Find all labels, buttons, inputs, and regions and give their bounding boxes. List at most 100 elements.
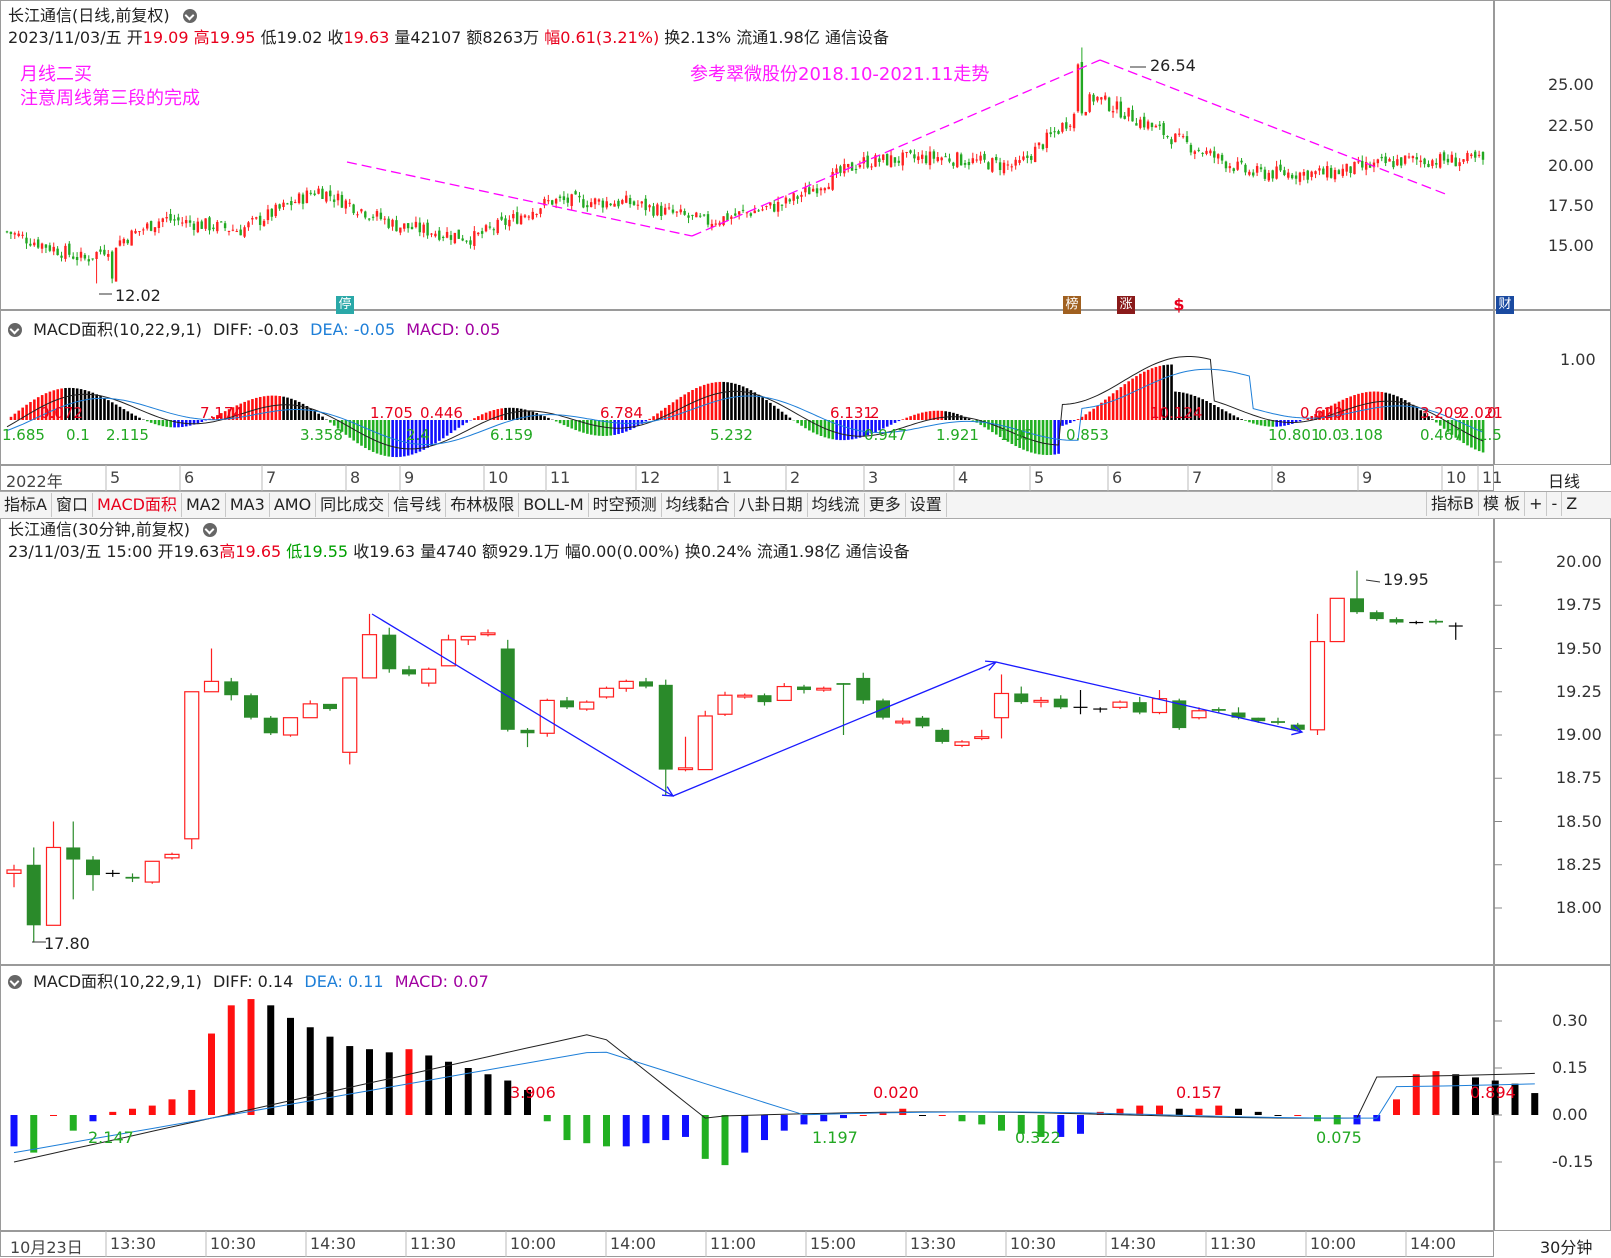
daily-candle-body (956, 152, 958, 167)
intraday-macd-bar (149, 1106, 156, 1115)
intraday-macd-bar (643, 1115, 650, 1143)
intraday-candle-body (1054, 699, 1068, 708)
daily-candle-body (1143, 117, 1145, 128)
toolbar-item[interactable]: 设置 (906, 493, 947, 517)
intraday-macd-bar (1294, 1115, 1301, 1116)
daily-macd-bar (987, 420, 990, 430)
toolbar-right-item[interactable]: 指标B (1426, 492, 1478, 516)
daily-candle-body (49, 245, 51, 251)
daily-candle-body (95, 252, 97, 259)
daily-candle-body (1443, 152, 1445, 160)
daily-macd-bar (321, 417, 324, 420)
intraday-macd-bar (820, 1115, 827, 1121)
toolbar-item[interactable]: 布林极限 (446, 493, 519, 517)
intraday-macd-bar (30, 1115, 37, 1153)
toolbar-item[interactable]: 时空预测 (589, 493, 662, 517)
toolbar-item[interactable]: 信号线 (389, 493, 446, 517)
daily-candle-body (613, 204, 615, 207)
dropdown-icon[interactable] (183, 9, 197, 23)
badge-dollar[interactable]: $ (1170, 296, 1188, 314)
intraday-candle-body (1350, 598, 1364, 612)
intraday-candle-body (679, 768, 693, 770)
daily-candle-body (243, 227, 245, 236)
daily-candle-body (17, 234, 19, 236)
intraday-macd-bar (1433, 1071, 1440, 1115)
daily-macd-bar (750, 390, 753, 420)
daily-candle-body (909, 150, 911, 152)
daily-candle-body (1244, 165, 1246, 173)
daily-turn: 换2.13% (664, 28, 731, 47)
daily-period-label[interactable]: 日线 (1548, 468, 1580, 492)
toolbar-right-item[interactable]: - (1546, 492, 1561, 516)
daily-candle-body (1038, 143, 1040, 146)
intraday-macd-bar (1275, 1115, 1282, 1116)
daily-macd-bar (1369, 392, 1372, 420)
daily-candle-body (1447, 159, 1449, 162)
dropdown-icon[interactable] (8, 323, 22, 337)
toolbar-item[interactable]: MA2 (182, 493, 226, 517)
intraday-candle-body (560, 700, 574, 707)
toolbar-right-item[interactable]: 模 板 (1478, 492, 1524, 516)
toolbar-item[interactable]: 均线流 (808, 493, 865, 517)
badge-suspend[interactable]: 停 (336, 296, 354, 314)
daily-candle-body (520, 216, 522, 224)
intraday-candle-body (145, 861, 159, 882)
daily-candle-body (197, 222, 199, 233)
daily-macd-bar (286, 398, 289, 420)
toolbar-right-item[interactable]: Z (1561, 492, 1581, 516)
daily-candle-body (208, 217, 210, 230)
daily-candle-body (458, 230, 460, 239)
daily-macd-bar (968, 419, 971, 420)
daily-macd-bar (1085, 414, 1088, 420)
intraday-candle-body (27, 865, 41, 926)
intraday-candle-body (86, 860, 100, 876)
toolbar-item[interactable]: 更多 (865, 493, 906, 517)
daily-macd-bar (1217, 407, 1220, 420)
daily-macd-bar (10, 417, 13, 420)
toolbar-item[interactable]: MA3 (226, 493, 270, 517)
intraday-xaxis-label: 11:00 (710, 1234, 756, 1253)
toolbar-item[interactable]: BOLL-M (519, 493, 588, 517)
intraday-macd-bar (978, 1115, 985, 1124)
toolbar-item[interactable]: 窗口 (52, 493, 93, 517)
daily-candle-body (419, 223, 421, 233)
daily-candle-body (590, 202, 592, 207)
daily-macd-bar (1053, 420, 1056, 455)
daily-macd-bar (294, 400, 297, 420)
daily-candle-body (107, 254, 109, 257)
toolbar-item[interactable]: 同比成交 (316, 493, 389, 517)
toolbar-item[interactable]: AMO (270, 493, 316, 517)
intraday-candle-body (501, 649, 515, 730)
badge-limit-up[interactable]: 涨 (1117, 296, 1135, 314)
daily-candle-body (1478, 155, 1480, 156)
daily-candle-body (574, 191, 576, 194)
daily-macd-bar (555, 420, 558, 421)
intraday-period-label[interactable]: 30分钟 (1540, 1234, 1592, 1258)
toolbar-item[interactable]: 八卦日期 (735, 493, 808, 517)
daily-macd-bar (1065, 420, 1068, 425)
daily-macd-bar (189, 420, 192, 426)
daily-macd-bar (134, 416, 137, 420)
toolbar-item[interactable]: 指标A (0, 493, 52, 517)
intraday-xaxis-label: 13:30 (910, 1234, 956, 1253)
daily-macd-bar (960, 415, 963, 420)
daily-macd-bar (380, 420, 383, 455)
toolbar-item[interactable]: MACD面积 (93, 493, 182, 517)
badge-list[interactable]: 榜 (1063, 296, 1081, 314)
daily-candle-body (1018, 160, 1020, 163)
intraday-macd-bar (603, 1115, 610, 1146)
toolbar-right-item[interactable]: + (1524, 492, 1546, 516)
daily-macd-bar (730, 383, 733, 420)
daily-macd-bar (567, 420, 570, 427)
dropdown-icon[interactable] (203, 523, 217, 537)
toolbar-item[interactable]: 均线黏合 (662, 493, 735, 517)
intraday-date: 23/11/03/五 15:00 (8, 542, 152, 561)
daily-macd-bar (796, 420, 799, 423)
dropdown-icon[interactable] (8, 975, 22, 989)
daily-macd-bar (691, 390, 694, 420)
daily-candle-body (777, 202, 779, 212)
daily-candle-body (1384, 157, 1386, 164)
badge-finance[interactable]: 财 (1496, 296, 1514, 314)
daily-macd-bar (929, 411, 932, 420)
